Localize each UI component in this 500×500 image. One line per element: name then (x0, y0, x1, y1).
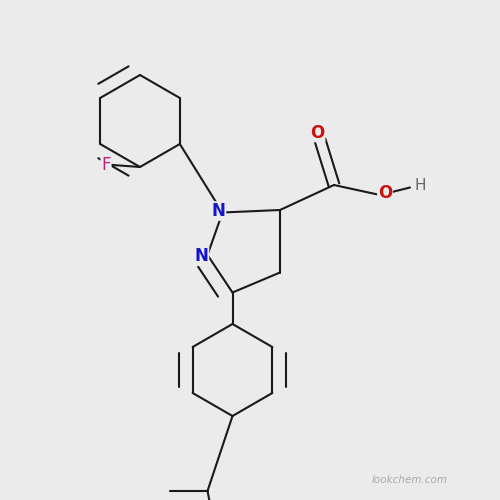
Text: lookchem.com: lookchem.com (372, 475, 448, 485)
Text: F: F (102, 156, 111, 174)
Text: O: O (378, 184, 392, 202)
Text: N: N (212, 202, 226, 220)
Text: N: N (194, 247, 208, 265)
Text: H: H (414, 178, 426, 192)
Text: O: O (310, 124, 324, 142)
